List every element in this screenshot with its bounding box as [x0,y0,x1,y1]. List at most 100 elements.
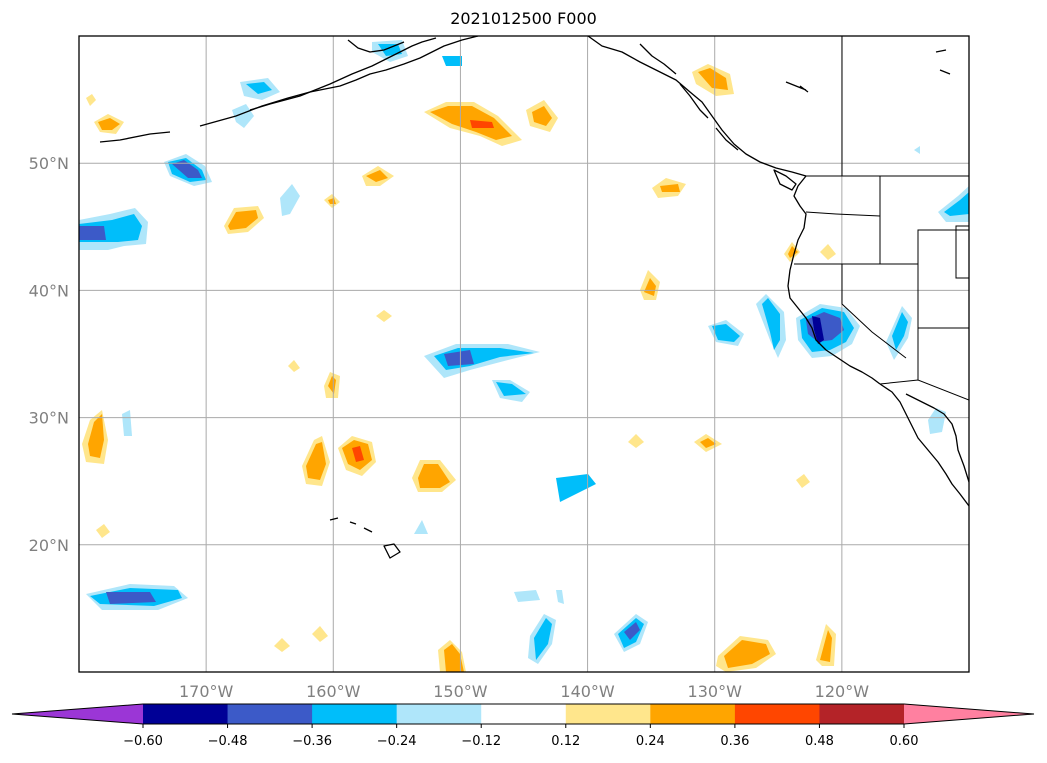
contour-blob [86,94,96,106]
contour-blob [88,414,104,458]
colorbar-swatch [819,704,905,724]
contour-blob [698,68,728,90]
lon-label: 140°W [560,682,615,701]
colorbar-tick-label: −0.36 [292,734,332,749]
border-id-mt [880,229,969,265]
political-borders [794,36,969,401]
contour-blob [928,408,946,434]
contour-blob [712,324,740,342]
contour-blob [79,226,106,240]
longitude-labels: 170°W 160°W 150°W 140°W 130°W 120°W [179,682,869,701]
colorbar-swatch [650,704,736,724]
colorbar-swatch [565,704,651,724]
lat-label: 20°N [29,536,69,555]
contour-blob [762,298,780,350]
contour-blob [96,524,110,538]
contour-blob [414,520,428,534]
contour-blob [376,310,392,322]
contour-blob [892,312,908,350]
colorbar-extend-low [12,704,143,724]
contour-blob [812,316,824,344]
contour-blob [628,434,644,448]
colorbar-swatch [227,704,313,724]
colorbar-swatch [481,704,567,724]
colorbar-tick-label: −0.60 [123,734,163,749]
colorbar-tick-label: 0.60 [890,734,919,749]
coastline-alaska-peninsula [249,37,437,111]
contour-blob [280,184,300,216]
colorbar-tick-label: 0.48 [805,734,834,749]
coastline-alaska [99,36,479,143]
contour-blob [496,382,526,396]
colorbar-tick-label: −0.12 [461,734,501,749]
colorbar-extend-high [904,704,1034,724]
colorbar-tick-label: 0.36 [720,734,749,749]
contour-blob [660,184,680,192]
border-az-nm [955,225,969,279]
contour-blob [122,410,132,436]
negative-anomaly-regions [79,40,969,664]
colorbar-swatch [396,704,482,724]
lon-label: 160°W [306,682,361,701]
contour-blob [788,246,798,258]
coastline-islands [785,49,951,93]
contour-blob [556,590,564,604]
contour-blob [820,630,832,662]
latitude-labels: 20°N 30°N 40°N 50°N [29,154,69,555]
lon-label: 150°W [433,682,488,701]
lon-label: 130°W [688,682,743,701]
contour-blob [328,376,336,394]
contour-blob [944,192,969,216]
coastline-hawaii [329,517,401,559]
contour-blob [556,474,596,502]
colorbar-tick-label: −0.24 [377,734,417,749]
coastline-bc [787,175,881,385]
colorbar-tick-label: 0.12 [551,734,580,749]
coastline-vancouver-island [773,169,797,191]
contour-blob [820,244,836,260]
contour-blob [312,626,328,642]
map-frame [78,35,970,673]
contour-blob [288,360,300,372]
contour-blob [274,638,290,652]
contour-blob [444,350,474,366]
contour-blob [246,82,272,94]
colorbar-tick-label: 0.24 [636,734,665,749]
contour-blob [98,118,120,130]
lat-label: 40°N [29,281,69,300]
contour-blob [172,160,202,178]
contour-blob [644,278,656,296]
contour-blob [106,592,156,604]
colorbar-swatch [143,704,229,724]
coastlines [99,36,969,559]
contour-blob [532,106,552,126]
contour-blob [514,590,540,602]
contour-blob [470,120,494,128]
contour-blob [306,442,326,480]
contour-blob [700,438,716,448]
border-wa-or [805,211,881,217]
border-us-mexico [879,379,969,401]
contour-blob [796,474,810,488]
colorbar: −0.60 −0.48 −0.36 −0.24 −0.12 0.12 0.24 0.36 0.4… [11,703,1035,749]
contour-blob [724,640,770,668]
contour-blob [366,170,388,182]
lat-label: 30°N [29,409,69,428]
coastline-panhandle [639,43,739,151]
lat-label: 50°N [29,154,69,173]
coastline-baja [879,383,969,507]
contour-blob [418,464,450,488]
contour-blob [352,446,364,462]
contour-blob [232,104,254,128]
coastline-baja-east [905,393,969,483]
colorbar-swatch [312,704,398,724]
lon-label: 170°W [179,682,234,701]
contour-blob [228,210,258,230]
contour-blob [444,644,464,672]
contour-blob [328,198,336,204]
contour-blob [442,56,462,66]
contour-blob [624,622,640,640]
colorbar-tick-label: −0.48 [208,734,248,749]
colorbar-swatch [734,704,820,724]
